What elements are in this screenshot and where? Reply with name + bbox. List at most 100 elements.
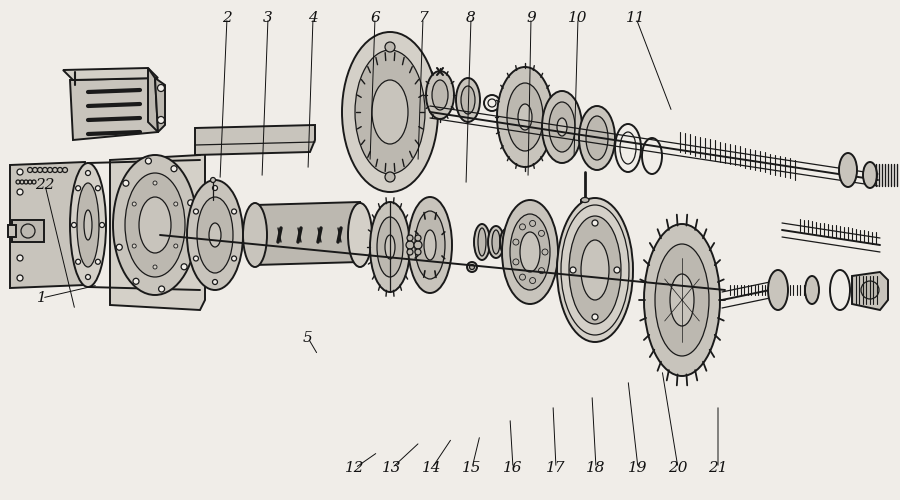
Circle shape	[415, 249, 421, 255]
Circle shape	[146, 158, 151, 164]
Polygon shape	[70, 78, 158, 140]
Polygon shape	[148, 68, 158, 132]
Ellipse shape	[507, 83, 543, 151]
Circle shape	[414, 241, 422, 249]
Circle shape	[385, 172, 395, 182]
Circle shape	[385, 42, 395, 52]
Ellipse shape	[557, 118, 567, 136]
Ellipse shape	[542, 91, 582, 163]
Text: 10: 10	[568, 11, 588, 25]
Ellipse shape	[197, 197, 233, 273]
Circle shape	[123, 180, 129, 186]
Circle shape	[17, 275, 23, 281]
Circle shape	[76, 260, 81, 264]
Circle shape	[538, 230, 544, 236]
Ellipse shape	[497, 67, 553, 167]
Circle shape	[407, 235, 413, 241]
Ellipse shape	[581, 240, 609, 300]
Ellipse shape	[474, 224, 490, 260]
Circle shape	[513, 259, 519, 265]
Circle shape	[71, 222, 76, 228]
Circle shape	[513, 239, 519, 245]
Ellipse shape	[385, 235, 395, 259]
Ellipse shape	[415, 211, 445, 279]
Polygon shape	[195, 125, 315, 155]
Circle shape	[100, 222, 104, 228]
Ellipse shape	[549, 102, 575, 152]
Ellipse shape	[187, 180, 243, 290]
Polygon shape	[255, 202, 360, 265]
Ellipse shape	[557, 198, 633, 342]
Circle shape	[21, 224, 35, 238]
Circle shape	[529, 278, 535, 283]
Ellipse shape	[377, 217, 403, 277]
Ellipse shape	[510, 214, 550, 290]
Circle shape	[212, 280, 218, 284]
Circle shape	[158, 116, 165, 123]
Text: 7: 7	[418, 11, 427, 25]
Circle shape	[17, 189, 23, 195]
Ellipse shape	[518, 104, 532, 130]
Circle shape	[194, 209, 198, 214]
Polygon shape	[155, 78, 165, 132]
Ellipse shape	[113, 155, 197, 295]
Text: 18: 18	[586, 461, 606, 475]
Ellipse shape	[579, 106, 615, 170]
Circle shape	[542, 249, 548, 255]
Circle shape	[76, 186, 81, 190]
Ellipse shape	[370, 202, 410, 292]
Text: 11: 11	[626, 11, 646, 25]
Ellipse shape	[502, 200, 558, 304]
Ellipse shape	[863, 162, 877, 188]
Circle shape	[95, 260, 101, 264]
Circle shape	[153, 181, 157, 185]
Text: 16: 16	[503, 461, 523, 475]
Text: 14: 14	[422, 461, 442, 475]
Ellipse shape	[805, 276, 819, 304]
Circle shape	[194, 256, 198, 261]
Circle shape	[592, 220, 598, 226]
Circle shape	[86, 170, 91, 175]
Circle shape	[95, 186, 101, 190]
Circle shape	[467, 262, 477, 272]
Polygon shape	[63, 68, 158, 80]
Ellipse shape	[243, 203, 267, 267]
Text: 4: 4	[308, 11, 318, 25]
Circle shape	[188, 200, 194, 206]
Ellipse shape	[355, 50, 425, 174]
Text: 6: 6	[370, 11, 380, 25]
Circle shape	[212, 186, 218, 190]
Ellipse shape	[372, 80, 408, 144]
Ellipse shape	[424, 230, 436, 260]
Text: 20: 20	[668, 461, 688, 475]
Circle shape	[132, 244, 136, 248]
Ellipse shape	[500, 228, 516, 256]
Text: 12: 12	[346, 461, 365, 475]
Ellipse shape	[520, 232, 540, 272]
Circle shape	[171, 166, 177, 172]
Ellipse shape	[125, 173, 185, 277]
Ellipse shape	[644, 224, 720, 376]
Ellipse shape	[77, 183, 99, 267]
Text: 21: 21	[708, 461, 728, 475]
Ellipse shape	[408, 197, 452, 293]
Ellipse shape	[768, 270, 788, 310]
Text: 8: 8	[466, 11, 476, 25]
Polygon shape	[10, 162, 90, 288]
Circle shape	[614, 267, 620, 273]
Ellipse shape	[426, 71, 454, 119]
Bar	[12, 220, 44, 242]
Circle shape	[519, 274, 526, 280]
Circle shape	[406, 241, 414, 249]
Circle shape	[17, 169, 23, 175]
Text: 17: 17	[546, 461, 566, 475]
Text: 22: 22	[35, 178, 55, 192]
Circle shape	[132, 202, 136, 206]
Circle shape	[407, 249, 413, 255]
Ellipse shape	[586, 116, 608, 160]
Circle shape	[174, 244, 178, 248]
Circle shape	[158, 286, 165, 292]
Ellipse shape	[670, 274, 694, 326]
Circle shape	[519, 224, 526, 230]
Ellipse shape	[348, 203, 372, 267]
